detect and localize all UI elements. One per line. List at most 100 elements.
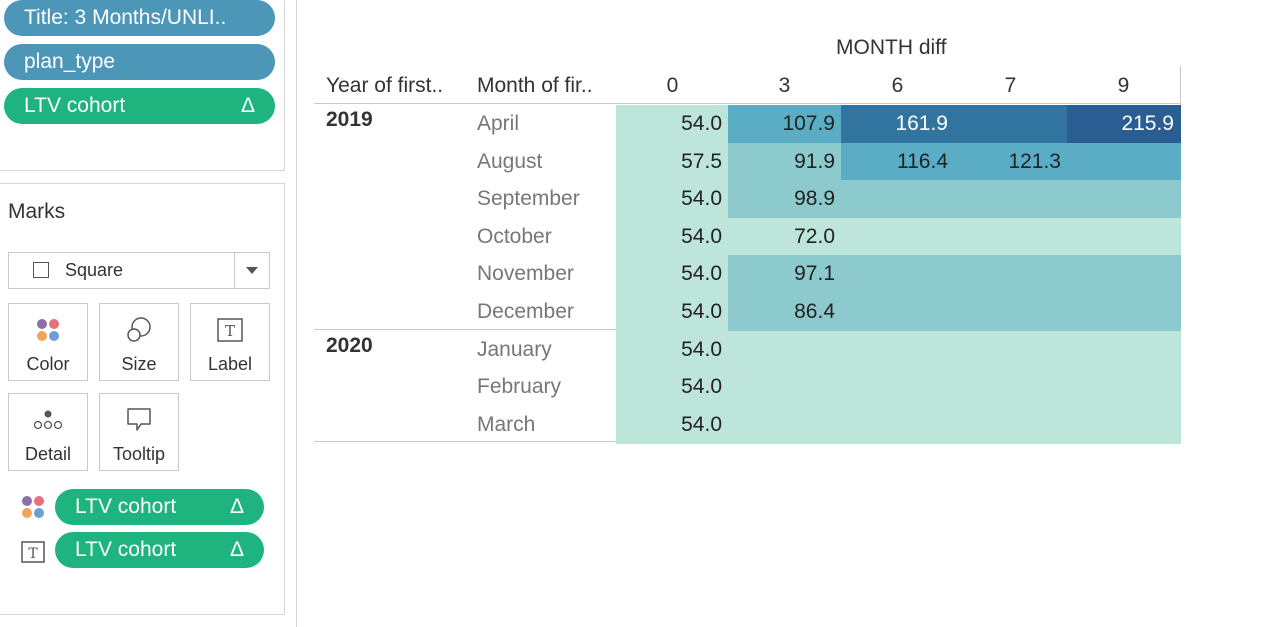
cell-value: 54.0 — [681, 300, 722, 323]
heatmap-cell[interactable] — [841, 142, 955, 181]
filter-pill-title[interactable]: Title: 3 Months/UNLI.. — [4, 0, 275, 36]
heatmap-cell[interactable] — [841, 105, 955, 144]
year-separator — [314, 329, 616, 330]
month-label[interactable]: November — [477, 262, 574, 286]
cell-value: 54.0 — [681, 187, 722, 211]
cell-value: 116.4 — [897, 149, 948, 173]
heatmap-cell[interactable] — [1067, 105, 1181, 144]
month-label[interactable]: September — [477, 187, 580, 211]
heatmap-cell[interactable] — [616, 330, 729, 369]
heatmap-cell[interactable] — [616, 142, 729, 181]
filter-pill-label: LTV cohort — [24, 94, 126, 117]
column-field-header[interactable]: MONTH diff — [836, 36, 947, 59]
heatmap-cell[interactable] — [1067, 368, 1181, 407]
heatmap-cell[interactable] — [728, 217, 842, 256]
column-header[interactable]: 0 — [666, 74, 679, 97]
cell-value: 86.4 — [794, 300, 835, 323]
heatmap-cell[interactable] — [954, 180, 1068, 219]
tooltip-button-label: Tooltip — [112, 444, 166, 464]
heatmap-cell[interactable] — [954, 217, 1068, 256]
heatmap-cell[interactable] — [728, 368, 842, 407]
heatmap-cell[interactable] — [954, 293, 1068, 332]
color-button[interactable]: Color — [8, 303, 88, 381]
color-button-label: Color — [26, 354, 70, 374]
heatmap-cell[interactable] — [841, 405, 955, 444]
heatmap-cell[interactable] — [616, 180, 729, 219]
column-header[interactable]: 3 — [778, 74, 791, 97]
heatmap-cell[interactable] — [728, 142, 842, 181]
label-t-icon: T — [21, 541, 45, 563]
heatmap-cell[interactable] — [728, 330, 842, 369]
heatmap-cell[interactable] — [954, 142, 1068, 181]
month-label[interactable]: January — [477, 337, 552, 361]
column-header[interactable]: 9 — [1117, 74, 1130, 97]
tooltip-button[interactable]: Tooltip — [99, 393, 179, 471]
encoding-pill-label: LTV cohort — [75, 538, 177, 561]
heatmap-cell[interactable] — [954, 105, 1068, 144]
month-label[interactable]: April — [477, 112, 520, 135]
label-button[interactable]: T Label — [190, 303, 270, 381]
heatmap-cell[interactable] — [841, 368, 955, 407]
month-label[interactable]: February — [477, 375, 562, 399]
detail-button[interactable]: Detail — [8, 393, 88, 471]
svg-text:T: T — [28, 546, 38, 562]
heatmap-cell[interactable] — [728, 180, 842, 219]
heatmap-cell[interactable] — [954, 405, 1068, 444]
heatmap-cell[interactable] — [728, 255, 842, 294]
heatmap-cell[interactable] — [728, 105, 842, 144]
heatmap-cell[interactable] — [1067, 330, 1181, 369]
heatmap-cell[interactable] — [728, 293, 842, 332]
heatmap-cell[interactable] — [1067, 405, 1181, 444]
header-divider — [314, 103, 1180, 104]
size-button[interactable]: Size — [99, 303, 179, 381]
column-header[interactable]: 6 — [891, 74, 904, 97]
label-encoding-pill[interactable]: LTV cohort Δ — [55, 532, 264, 568]
heatmap-cell[interactable] — [841, 255, 955, 294]
svg-text:T: T — [225, 322, 235, 340]
chevron-down-icon[interactable] — [246, 267, 258, 274]
filter-pill-plan-type[interactable]: plan_type — [4, 44, 275, 80]
heatmap-cell[interactable] — [954, 330, 1068, 369]
tooltip-bubble-icon — [100, 406, 178, 434]
heatmap-cell[interactable] — [954, 368, 1068, 407]
mark-type-dropdown[interactable]: Square — [8, 252, 270, 289]
row-header-month[interactable]: Month of fir.. — [477, 74, 593, 97]
filter-pill-label: Title: 3 Months/UNLI.. — [24, 6, 227, 29]
row-header-year[interactable]: Year of first.. — [326, 74, 444, 97]
heatmap-cell[interactable] — [1067, 293, 1181, 332]
filter-pill-ltv-cohort[interactable]: LTV cohort Δ — [4, 88, 275, 124]
cell-value: 54.0 — [681, 262, 722, 286]
cell-value: 54.0 — [681, 375, 722, 399]
heatmap-cell[interactable] — [616, 368, 729, 407]
heatmap-cell[interactable] — [616, 405, 729, 444]
heatmap-cell[interactable] — [841, 217, 955, 256]
pane-divider[interactable] — [296, 0, 297, 627]
cell-value: 98.9 — [794, 187, 835, 211]
heatmap-cell[interactable] — [1067, 255, 1181, 294]
heatmap-cell[interactable] — [841, 180, 955, 219]
heatmap-cell[interactable] — [1067, 142, 1181, 181]
month-label[interactable]: October — [477, 224, 552, 248]
heatmap-cell[interactable] — [616, 255, 729, 294]
cell-value: 54.0 — [681, 412, 722, 436]
month-label[interactable]: August — [477, 149, 543, 173]
heatmap-cell[interactable] — [616, 217, 729, 256]
cell-value: 161.9 — [895, 112, 948, 135]
column-header[interactable]: 7 — [1004, 74, 1017, 97]
heatmap-cell[interactable] — [616, 105, 729, 144]
square-mark-icon — [33, 262, 49, 278]
marks-card-title: Marks — [8, 200, 66, 223]
heatmap-cell[interactable] — [616, 293, 729, 332]
heatmap-cell[interactable] — [1067, 217, 1181, 256]
heatmap-cell[interactable] — [1067, 180, 1181, 219]
heatmap-cell[interactable] — [728, 405, 842, 444]
year-label[interactable]: 2019 — [326, 108, 373, 131]
detail-dots-icon — [9, 406, 87, 434]
month-label[interactable]: March — [477, 412, 536, 436]
color-encoding-pill[interactable]: LTV cohort Δ — [55, 489, 264, 525]
heatmap-cell[interactable] — [841, 330, 955, 369]
month-label[interactable]: December — [477, 300, 574, 323]
heatmap-cell[interactable] — [954, 255, 1068, 294]
heatmap-cell[interactable] — [841, 293, 955, 332]
year-label[interactable]: 2020 — [326, 334, 373, 357]
